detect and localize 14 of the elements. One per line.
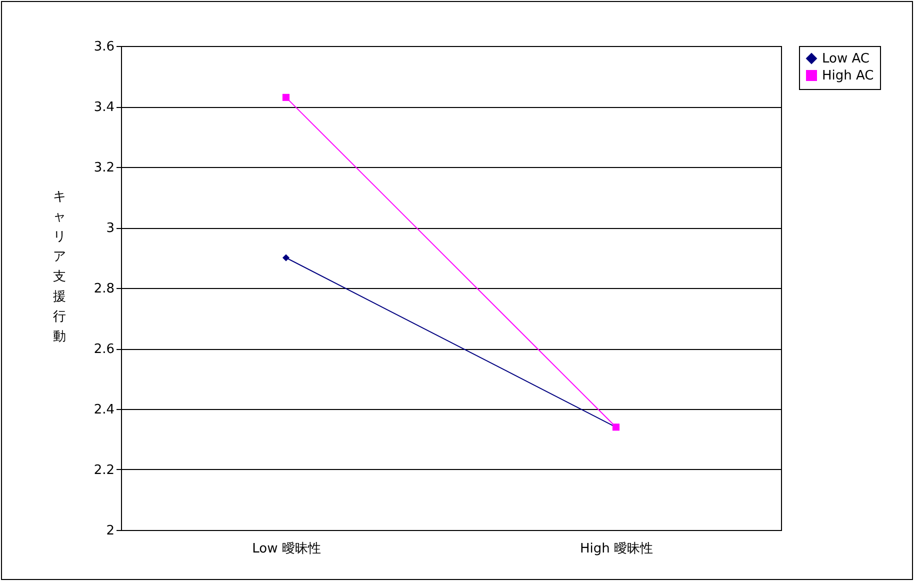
x-tick-label: High 曖昧性: [580, 542, 654, 556]
y-tick-label: 2: [106, 524, 114, 538]
y-tick-label: 2.4: [94, 402, 114, 418]
legend-label: Low AC: [822, 52, 870, 66]
y-axis-title: キャリア支援行動: [53, 190, 66, 344]
y-tick-label: 3.4: [94, 100, 114, 115]
legend-label: High AC: [822, 68, 874, 84]
y-tick-label: 2.6: [94, 342, 114, 357]
x-tick-label: Low 曖昧性: [252, 542, 321, 556]
y-tick-label: 2.2: [94, 463, 114, 478]
y-tick-label: 2.8: [94, 282, 114, 296]
y-tick-label: 3.2: [94, 160, 114, 176]
y-tick-label: 3.6: [94, 40, 114, 54]
y-tick-label: 3: [106, 221, 114, 236]
